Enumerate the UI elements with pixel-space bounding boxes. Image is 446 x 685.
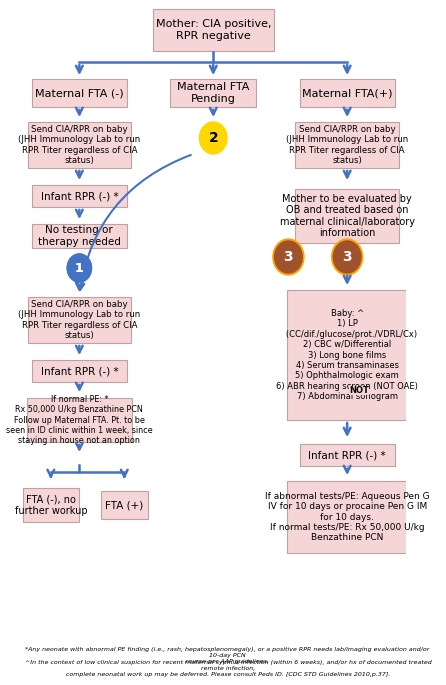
Text: Infant RPR (-) *: Infant RPR (-) * xyxy=(41,366,118,376)
FancyBboxPatch shape xyxy=(23,488,79,522)
FancyBboxPatch shape xyxy=(300,444,395,466)
FancyBboxPatch shape xyxy=(295,189,399,243)
FancyBboxPatch shape xyxy=(295,122,399,168)
Circle shape xyxy=(67,254,91,282)
FancyBboxPatch shape xyxy=(28,122,131,168)
Text: Mother: CIA positive,
RPR negative: Mother: CIA positive, RPR negative xyxy=(156,19,271,41)
Text: Maternal FTA(+): Maternal FTA(+) xyxy=(302,88,392,98)
Text: Infant RPR (-) *: Infant RPR (-) * xyxy=(308,450,386,460)
FancyBboxPatch shape xyxy=(32,185,127,207)
Text: Infant RPR (-) *: Infant RPR (-) * xyxy=(41,191,118,201)
Text: Maternal FTA (-): Maternal FTA (-) xyxy=(35,88,124,98)
Text: 2: 2 xyxy=(208,131,218,145)
FancyBboxPatch shape xyxy=(100,491,148,519)
Text: Send CIA/RPR on baby
(JHH Immunology Lab to run
RPR Titer regardless of CIA
stat: Send CIA/RPR on baby (JHH Immunology Lab… xyxy=(286,125,408,165)
Text: 3: 3 xyxy=(343,250,352,264)
Text: 1: 1 xyxy=(75,262,84,275)
Circle shape xyxy=(273,239,304,275)
Text: Send CIA/RPR on baby
(JHH Immunology Lab to run
RPR Titer regardless of CIA
stat: Send CIA/RPR on baby (JHH Immunology Lab… xyxy=(18,300,140,340)
Text: FTA (+): FTA (+) xyxy=(105,500,144,510)
Text: If normal PE: *
Rx 50,000 U/kg Benzathine PCN
Follow up Maternal FTA. Pt. to be
: If normal PE: * Rx 50,000 U/kg Benzathin… xyxy=(6,395,153,445)
FancyBboxPatch shape xyxy=(28,297,131,343)
FancyBboxPatch shape xyxy=(32,79,127,107)
FancyBboxPatch shape xyxy=(287,481,408,553)
Text: 1: 1 xyxy=(75,262,84,275)
Text: No testing or
therapy needed: No testing or therapy needed xyxy=(38,225,121,247)
Text: 3: 3 xyxy=(284,250,293,264)
FancyBboxPatch shape xyxy=(32,360,127,382)
Text: *Any neonate with abnormal PE finding (i.e., rash, hepatosplenomegaly), or a pos: *Any neonate with abnormal PE finding (i… xyxy=(25,647,429,664)
FancyBboxPatch shape xyxy=(287,290,408,420)
Text: Send CIA/RPR on baby
(JHH Immunology Lab to run
RPR Titer regardless of CIA
stat: Send CIA/RPR on baby (JHH Immunology Lab… xyxy=(18,125,140,165)
Text: NOT: NOT xyxy=(349,386,369,395)
Circle shape xyxy=(67,254,91,282)
Circle shape xyxy=(199,122,227,154)
FancyBboxPatch shape xyxy=(170,79,256,107)
Text: Maternal FTA
Pending: Maternal FTA Pending xyxy=(177,82,249,104)
FancyBboxPatch shape xyxy=(27,398,132,442)
Text: FTA (-), no
further workup: FTA (-), no further workup xyxy=(15,494,87,516)
FancyBboxPatch shape xyxy=(153,9,274,51)
Text: Mother to be evaluated by
OB and treated based on
maternal clinical/laboratory
i: Mother to be evaluated by OB and treated… xyxy=(280,194,415,238)
Circle shape xyxy=(275,241,302,273)
Text: ^In the context of low clinical suspicion for recent maternal syphilis infection: ^In the context of low clinical suspicio… xyxy=(25,660,432,677)
Text: Baby: ^
1) LP
   (CC/dif./glucose/prot./VDRL/Cx)
2) CBC w/Differential
3) Long b: Baby: ^ 1) LP (CC/dif./glucose/prot./VDR… xyxy=(276,309,418,401)
Text: If abnormal tests/PE: Aqueous Pen G
IV for 10 days or procaine Pen G IM
for 10 d: If abnormal tests/PE: Aqueous Pen G IV f… xyxy=(265,492,429,543)
FancyBboxPatch shape xyxy=(32,224,127,248)
Circle shape xyxy=(332,239,363,275)
Circle shape xyxy=(333,241,361,273)
FancyBboxPatch shape xyxy=(300,79,395,107)
